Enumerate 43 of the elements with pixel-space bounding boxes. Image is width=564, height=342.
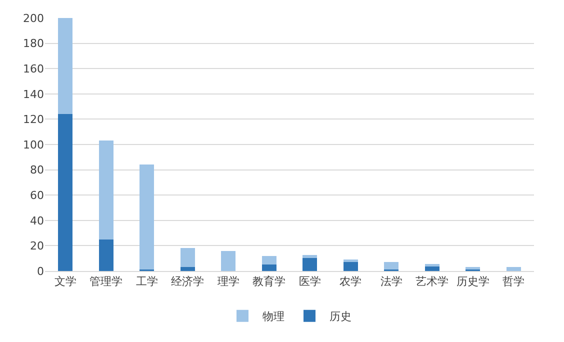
x-tick-label: 经济学 xyxy=(171,275,204,288)
y-tick-label: 60 xyxy=(30,188,44,202)
y-tick-label: 40 xyxy=(30,214,44,228)
y-tick-label: 200 xyxy=(23,12,44,25)
x-tick-label: 理学 xyxy=(217,275,240,288)
bar xyxy=(424,264,440,267)
x-tick-label: 文学 xyxy=(54,275,76,288)
bar xyxy=(343,262,358,271)
bar xyxy=(384,262,399,270)
x-tick-label: 农学 xyxy=(340,275,362,288)
bar xyxy=(58,18,73,114)
y-tick-label: 140 xyxy=(23,88,44,101)
bar xyxy=(343,260,358,262)
y-tick-label: 0 xyxy=(37,264,44,278)
bar xyxy=(98,239,114,271)
x-tick-label: 工学 xyxy=(136,275,158,288)
bar xyxy=(262,256,276,265)
x-tick-label: 教育学 xyxy=(252,275,286,288)
bar xyxy=(424,266,440,271)
x-tick-label: 历史学 xyxy=(456,275,490,288)
x-tick-label: 艺术学 xyxy=(416,275,449,288)
y-tick-label: 120 xyxy=(23,113,44,126)
y-tick-label: 80 xyxy=(30,164,44,177)
bar xyxy=(506,267,521,271)
y-tick-label: 180 xyxy=(23,37,44,50)
bar xyxy=(302,257,318,271)
x-tick-label: 管理学 xyxy=(90,275,123,288)
y-tick-label: 160 xyxy=(23,62,44,76)
y-tick-label: 100 xyxy=(23,138,44,152)
bar xyxy=(180,267,195,271)
legend-label: 物理 xyxy=(262,310,284,324)
bar xyxy=(262,264,276,271)
bar xyxy=(98,140,114,240)
bar xyxy=(221,250,236,271)
legend-label: 历史 xyxy=(330,310,352,324)
bar xyxy=(180,248,195,268)
bar xyxy=(302,255,318,258)
x-tick-label: 哲学 xyxy=(502,275,525,288)
bar xyxy=(58,114,73,271)
bar xyxy=(140,164,154,270)
y-tick-label: 20 xyxy=(30,240,44,253)
x-tick-label: 医学 xyxy=(298,275,321,288)
x-tick-label: 法学 xyxy=(380,275,402,288)
